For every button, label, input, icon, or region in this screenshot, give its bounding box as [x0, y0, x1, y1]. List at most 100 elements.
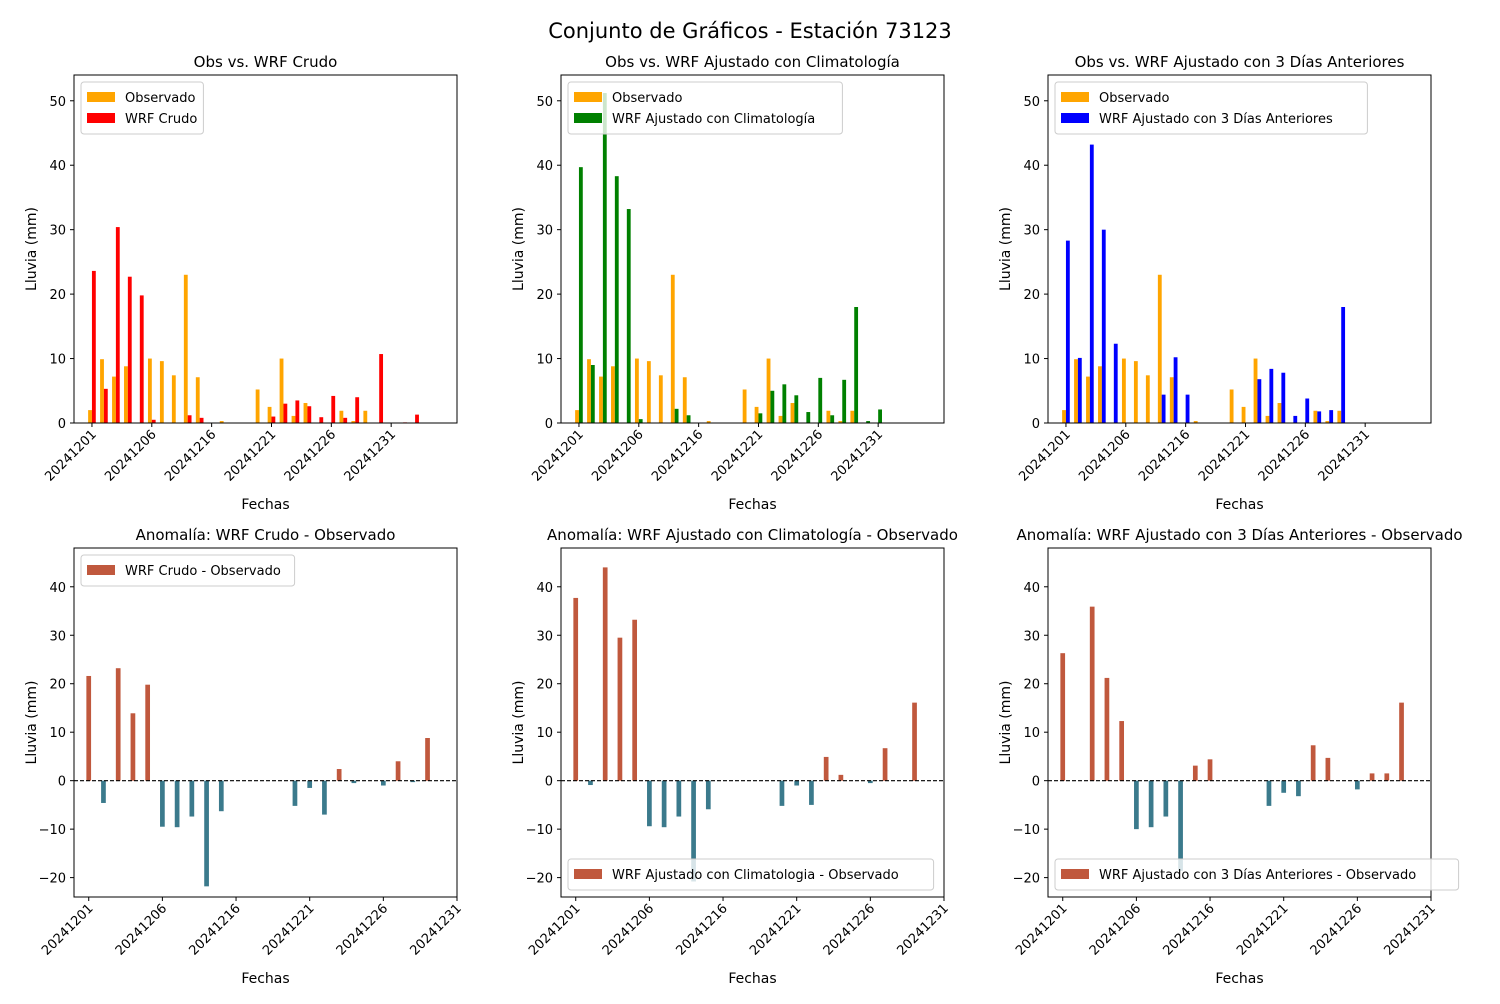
- bar: [706, 421, 711, 423]
- bar: [303, 403, 308, 423]
- bar: [1060, 653, 1066, 781]
- y-tick-label: 10: [49, 353, 66, 368]
- bar: [766, 358, 771, 423]
- y-axis-label: Lluvia (mm): [511, 681, 527, 765]
- bar: [1173, 357, 1178, 423]
- legend-box: [1054, 81, 1368, 135]
- bar: [779, 780, 785, 806]
- bar: [343, 417, 348, 423]
- y-tick-label: −20: [1013, 872, 1040, 887]
- y-tick-label: 30: [1023, 629, 1040, 644]
- y-tick-label: 30: [536, 224, 553, 239]
- legend-label: WRF Ajustado con Climatologia - Observad…: [612, 868, 899, 883]
- y-tick-label: 40: [49, 581, 66, 596]
- y-tick-label: 20: [1023, 288, 1040, 303]
- legend: Observado WRF Crudo: [80, 81, 204, 135]
- bar: [1253, 358, 1258, 423]
- legend-label: Observado: [125, 91, 196, 106]
- y-tick-label: −10: [526, 823, 553, 838]
- bar: [1265, 415, 1270, 423]
- bar: [255, 389, 260, 423]
- bar: [1241, 406, 1246, 423]
- chart-panel: Anomalía: WRF Ajustado con 3 Días Anteri…: [998, 526, 1463, 987]
- x-tick-label: 20241221: [747, 901, 804, 958]
- bars: [86, 668, 430, 887]
- y-tick-label: 30: [536, 629, 553, 644]
- axes-frame: [73, 74, 458, 424]
- bar: [283, 403, 288, 423]
- x-tick-label: 20241206: [1087, 901, 1144, 958]
- bar: [1341, 307, 1346, 423]
- y-tick-label: 20: [536, 678, 553, 693]
- bar: [160, 780, 165, 827]
- chart-panel: Anomalía: WRF Ajustado con Climatología …: [511, 526, 958, 987]
- legend-swatch: [87, 565, 115, 575]
- y-axis-label: Lluvia (mm): [24, 207, 40, 291]
- x-tick-label: 20241226: [1308, 901, 1365, 958]
- bar: [1257, 379, 1262, 423]
- bar: [267, 406, 272, 423]
- bar: [830, 415, 835, 423]
- bar: [1169, 377, 1174, 423]
- axes-frame: [1047, 74, 1432, 424]
- bar: [291, 415, 296, 423]
- bar: [1185, 394, 1190, 423]
- bar: [339, 410, 344, 423]
- x-tick-label: 20241221: [1196, 427, 1253, 484]
- bar: [380, 780, 386, 786]
- bar: [410, 780, 416, 783]
- x-tick-label: 20241206: [1076, 427, 1133, 484]
- legend: Observado WRF Ajustado con 3 Días Anterio…: [1054, 81, 1368, 135]
- bar: [1310, 745, 1316, 781]
- y-tick-label: 0: [545, 417, 553, 432]
- bar: [790, 403, 795, 423]
- bar: [1325, 757, 1331, 781]
- bar: [159, 361, 164, 423]
- x-tick-label: 20241216: [649, 427, 706, 484]
- bar: [425, 738, 430, 781]
- y-tick-label: 30: [49, 224, 66, 239]
- bar: [818, 377, 823, 423]
- x-tick-label: 20241206: [102, 427, 159, 484]
- bar: [632, 619, 638, 781]
- bar: [758, 413, 763, 423]
- bar: [279, 358, 284, 423]
- bar: [218, 780, 224, 812]
- bar: [778, 415, 783, 423]
- x-tick-label: 20241206: [113, 901, 170, 958]
- bar: [842, 379, 847, 423]
- bar: [1074, 359, 1078, 423]
- bar: [130, 713, 136, 781]
- bar: [1086, 376, 1090, 423]
- legend-swatch: [574, 869, 602, 879]
- bar: [1305, 398, 1310, 423]
- bar: [187, 415, 192, 423]
- bar: [1317, 411, 1322, 423]
- x-tick-label: 20241216: [673, 901, 730, 958]
- x-tick-label: 20241221: [1234, 901, 1291, 958]
- bar: [686, 415, 691, 423]
- figure-title: Conjunto de Gráficos - Estación 73123: [548, 19, 952, 43]
- bar: [1313, 410, 1318, 423]
- legend-label: Observado: [1099, 91, 1170, 106]
- bar: [647, 780, 652, 827]
- bar: [189, 780, 195, 817]
- bar: [658, 375, 663, 423]
- bar: [1104, 677, 1110, 781]
- bar: [578, 167, 583, 423]
- bar: [838, 421, 843, 423]
- bar: [115, 668, 121, 781]
- chart-panel: Obs vs. WRF Ajustado con 3 Días Anterior…: [998, 53, 1432, 513]
- bar: [878, 409, 882, 423]
- bar: [415, 414, 419, 423]
- bar: [1077, 357, 1082, 423]
- bar: [103, 388, 108, 423]
- bar: [782, 384, 787, 423]
- x-tick-label: 20241206: [589, 427, 646, 484]
- y-tick-label: 40: [1023, 581, 1040, 596]
- bar: [826, 410, 831, 423]
- bar: [588, 780, 593, 786]
- x-tick-label: 20241231: [407, 901, 464, 958]
- bar: [1354, 780, 1360, 790]
